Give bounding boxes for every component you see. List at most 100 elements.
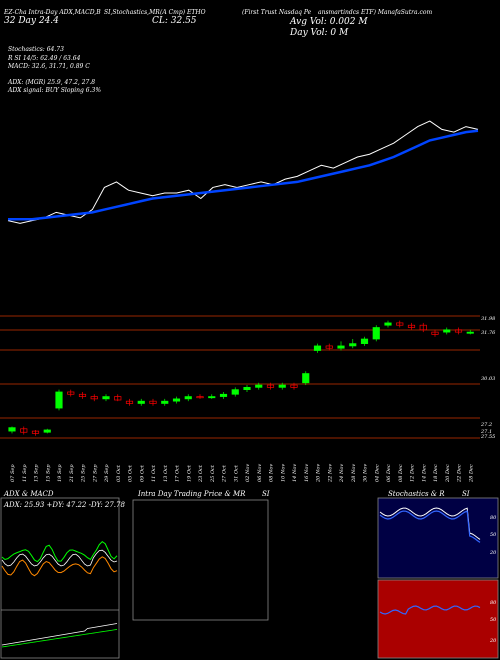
stoch-tick: 80 <box>490 515 497 521</box>
date-tick-label: 08 Nov <box>269 464 275 482</box>
date-tick-label: 22 Dec <box>457 464 463 483</box>
series-line-ma <box>8 129 479 221</box>
mr-panel-title: Intra Day Trading Price & MR <box>138 490 246 498</box>
date-tick-label: 20 Dec <box>445 464 451 483</box>
date-tick-label: 30 Nov <box>363 464 369 482</box>
date-tick-label: 11 Sep <box>22 464 28 482</box>
signal-line <box>1 629 118 648</box>
candle-body <box>208 396 216 399</box>
date-tick-label: 07 Sep <box>10 464 16 482</box>
date-tick-label: 28 Dec <box>468 464 474 483</box>
candle-body <box>78 393 87 397</box>
candle-body <box>55 391 63 409</box>
candle-body <box>149 400 157 404</box>
mr-panel <box>132 499 269 621</box>
candle-body <box>266 384 275 388</box>
series-line-price <box>7 120 479 224</box>
date-tick-label: 29 Sep <box>104 464 110 483</box>
date-tick-label: 23 Oct <box>198 464 204 483</box>
avg-vol: Avg Vol: 0.002 M <box>290 17 368 27</box>
rsi-tick: 20 <box>490 638 497 644</box>
candle-body <box>396 322 404 326</box>
price-label: 27.2 <box>481 422 493 428</box>
stoch-tick: 50 <box>490 532 497 538</box>
plus-di-line <box>1 540 118 563</box>
date-tick-label: 19 Sep <box>57 464 63 482</box>
ticker-tag-2: 32 Day 24.4 <box>4 16 59 26</box>
candle-body <box>243 387 251 391</box>
date-tick-label: 06 Nov <box>257 464 263 482</box>
date-tick-label: 17 Oct <box>175 464 181 482</box>
date-tick-label: 28 Nov <box>351 464 357 483</box>
stoch-tick: 20 <box>490 550 497 556</box>
stoch-k-line <box>379 507 481 540</box>
candle-body <box>313 345 322 351</box>
price-label: 27.1 <box>481 429 493 435</box>
candle-body <box>67 391 75 395</box>
date-tick-label: 03 Oct <box>116 464 122 482</box>
candle-body <box>125 400 134 404</box>
date-tick-label: 13 Sep <box>34 464 40 482</box>
date-tick-label: 27 Sep <box>92 464 98 483</box>
candle-body <box>407 324 416 328</box>
candle-body <box>184 396 192 400</box>
stoch-panel <box>377 497 499 579</box>
candle-body <box>349 343 357 347</box>
header-line-5: ansmartindcs ETF) ManafaSutra.com <box>318 9 433 16</box>
candle-body <box>231 389 239 395</box>
stoch-panel-si: SI <box>462 490 470 498</box>
header-line-2: SI,Stochastics,MR <box>104 9 160 16</box>
price-label: 31.76 <box>481 330 496 336</box>
adx-signal: ADX signal: BUY Sloping 6.3% <box>8 87 102 94</box>
ticker-tag: CL: 32.55 <box>152 16 197 26</box>
rsi-tick: 80 <box>490 600 497 606</box>
candle-body <box>419 324 427 331</box>
candle-body <box>454 329 463 333</box>
date-tick-label: 25 Oct <box>210 464 216 483</box>
date-tick-label: 04 Dec <box>374 464 380 482</box>
adx-panel <box>0 497 120 659</box>
price-label: 27.55 <box>481 434 496 440</box>
header-line-3: (A Cmp) ETHO <box>160 9 206 16</box>
day-vol: Day Vol: 0 M <box>290 28 349 38</box>
candle-body <box>360 338 369 344</box>
stoch-d-line <box>379 510 481 543</box>
date-tick-label: 25 Sep <box>81 464 87 483</box>
candle-body <box>255 384 263 388</box>
rsi-panel <box>377 579 499 659</box>
date-tick-label: 31 Oct <box>233 464 239 482</box>
rsi-tick: 50 <box>490 617 497 623</box>
macd-readout: MACD: 32.6, 31.71, 0.89 C <box>8 63 90 70</box>
date-tick-label: 27 Oct <box>222 464 228 483</box>
candle-body <box>384 322 392 326</box>
date-tick-label: 08 Dec <box>398 464 404 482</box>
candle-body <box>43 429 51 433</box>
price-label: 31.98 <box>481 316 496 322</box>
rsi-line <box>379 605 481 615</box>
adx-panel-readout: ADX: 25.93 +DY: 47.22 -DY: 27.78 <box>4 501 125 509</box>
date-tick-label: 22 Nov <box>327 464 333 483</box>
date-tick-label: 11 Oct <box>151 464 157 482</box>
date-tick-label: 14 Nov <box>292 464 298 482</box>
date-tick-label: 10 Nov <box>280 464 286 482</box>
date-tick-label: 14 Dec <box>421 464 427 482</box>
date-tick-label: 09 Oct <box>139 464 145 482</box>
header-line-1: EZ-Cha Intra-Day ADX,MACD,B <box>4 9 101 16</box>
adx-line <box>1 549 118 567</box>
candle-body <box>172 398 181 402</box>
date-tick-label: 24 Nov <box>339 464 345 483</box>
candle-body <box>31 430 40 434</box>
date-tick-label: 21 Sep <box>69 464 75 483</box>
candle-body <box>443 329 451 333</box>
adx-panel-title: ADX & MACD <box>4 490 54 498</box>
candle-body <box>372 327 380 340</box>
date-tick-label: 18 Dec <box>433 464 439 482</box>
price-label: 30.03 <box>481 376 496 382</box>
mr-panel-si: SI <box>262 490 270 498</box>
candle-body <box>302 373 310 384</box>
date-tick-label: 16 Nov <box>304 464 310 482</box>
date-tick-label: 15 Sep <box>45 464 51 482</box>
candle-body <box>114 396 122 401</box>
candle-body <box>137 400 145 404</box>
